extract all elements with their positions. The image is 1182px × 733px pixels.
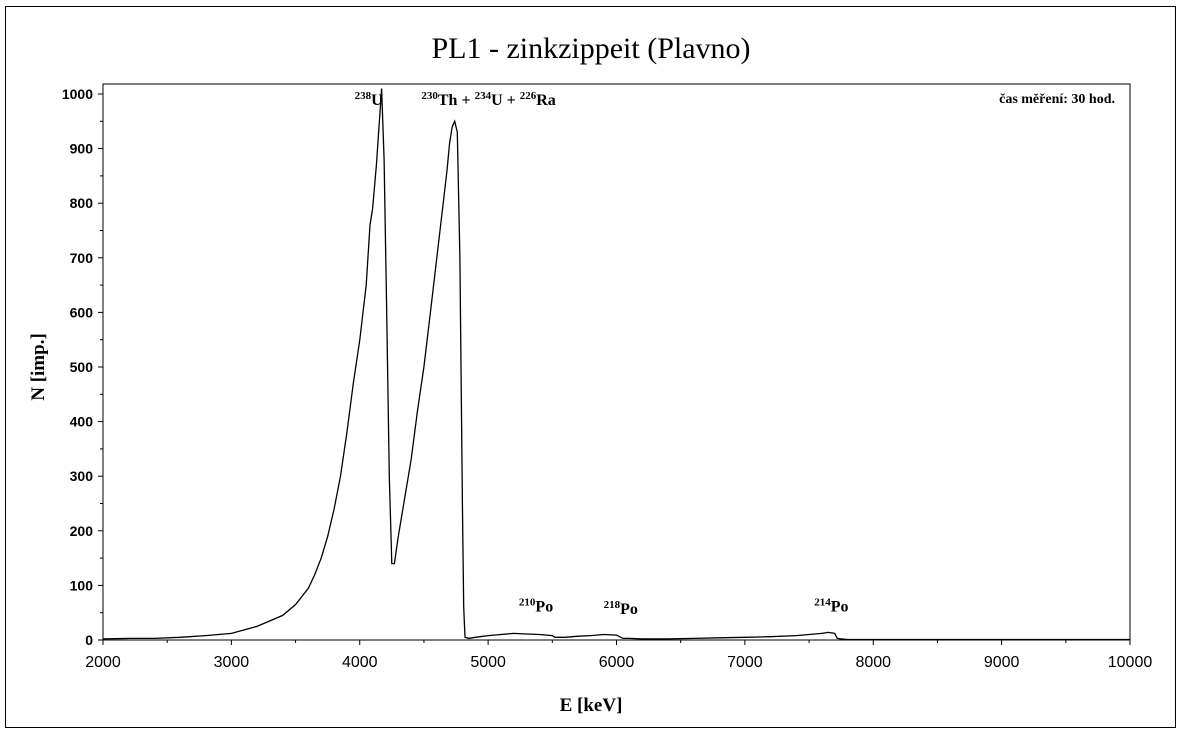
plot-area: [102, 83, 1131, 641]
chart-frame: [5, 6, 1176, 728]
annotation-po210: 210Po: [519, 597, 553, 616]
annotation-po218: 218Po: [604, 599, 638, 618]
measurement-note: čas měření: 30 hod.: [999, 92, 1115, 107]
x-tick-label: 2000: [85, 654, 121, 671]
y-tick-label: 500: [70, 359, 94, 375]
x-tick-label: 8000: [855, 654, 891, 671]
annotation-u238: 238U: [355, 90, 384, 109]
peak-annotations: 238U 230Th + 234U + 226Ra 210Po 218Po 214Po: [355, 90, 849, 618]
y-tick-label: 1000: [62, 86, 93, 102]
y-tick-label: 100: [70, 577, 94, 593]
y-tick-label: 900: [70, 141, 94, 157]
y-tick-label: 800: [70, 195, 94, 211]
spectrum-line: [102, 88, 1130, 641]
x-tick-label: 4000: [342, 654, 378, 671]
y-axis: 0 100 200 300 400 500 600 700 800 900 1000: [62, 86, 103, 648]
y-tick-label: 600: [70, 304, 94, 320]
annotation-po214: 214Po: [814, 597, 848, 616]
y-tick-label: 200: [70, 523, 94, 539]
y-axis-label: N [imp.]: [28, 333, 49, 401]
y-tick-label: 400: [70, 414, 94, 430]
x-axis-label: E [keV]: [560, 695, 623, 716]
x-tick-label: 7000: [727, 654, 763, 671]
x-tick-label: 10000: [1108, 654, 1153, 671]
x-tick-label: 5000: [470, 654, 506, 671]
chart-title: PL1 - zinkzippeit (Plavno): [431, 32, 750, 65]
x-tick-label: 6000: [599, 654, 635, 671]
y-tick-label: 300: [70, 468, 94, 484]
y-tick-label: 0: [85, 632, 93, 648]
x-axis: 2000 3000 4000 5000 6000 7000 8000 9000 10000: [85, 640, 1152, 671]
x-tick-label: 9000: [984, 654, 1020, 671]
x-tick-label: 3000: [214, 654, 250, 671]
y-tick-label: 700: [70, 250, 94, 266]
annotation-th230: 230Th + 234U + 226Ra: [421, 90, 555, 109]
